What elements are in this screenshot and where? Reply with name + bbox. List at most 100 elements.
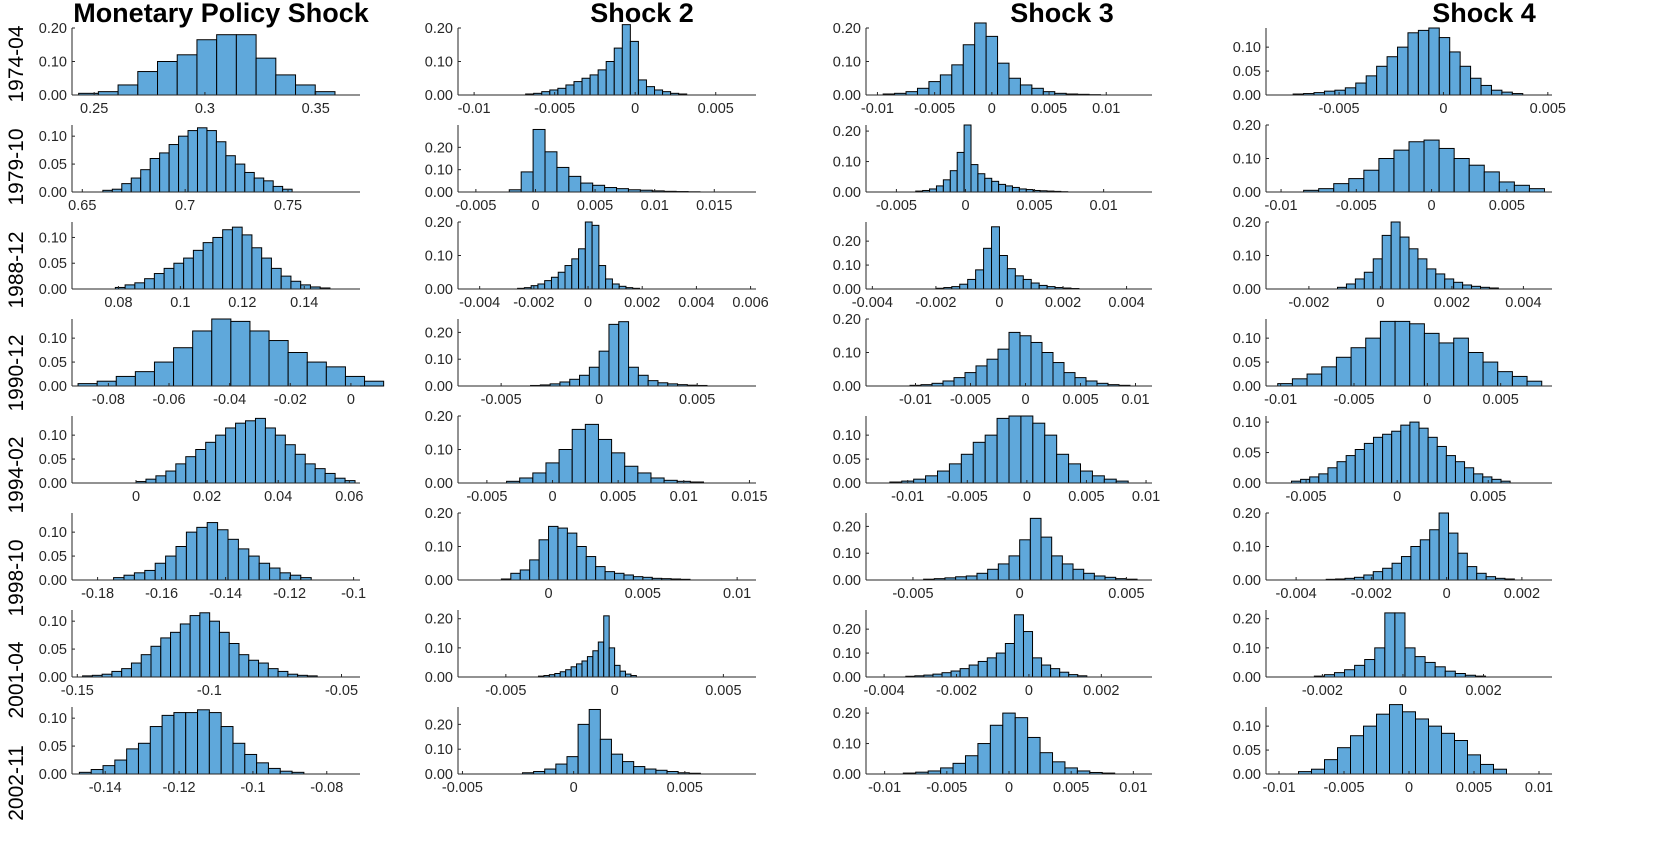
x-tick-label: -0.004 — [459, 295, 500, 311]
y-tick-label: 0.10 — [425, 55, 453, 71]
y-tick-label: 0.10 — [833, 55, 861, 71]
histogram-bar — [121, 183, 132, 193]
histogram-bar — [544, 280, 552, 290]
histogram-bar — [199, 612, 211, 678]
histogram-bar — [941, 672, 952, 678]
histogram-bar — [222, 229, 233, 290]
histogram-bar — [554, 673, 561, 678]
histogram-bar — [985, 35, 999, 96]
histogram-bar — [1041, 352, 1054, 387]
histogram-bar — [510, 572, 521, 581]
histogram-bar — [231, 226, 243, 290]
histogram-bar — [134, 371, 155, 387]
histogram-bar — [603, 615, 610, 678]
histogram-bar — [953, 377, 966, 387]
x-tick-label: 0.01 — [1525, 780, 1553, 796]
y-tick-label: 0.00 — [1233, 476, 1261, 492]
histogram-bar — [549, 89, 559, 96]
histogram-bar — [1408, 248, 1419, 290]
histogram-bar — [261, 257, 272, 290]
histogram-bar — [137, 71, 159, 96]
histogram-bar — [1382, 567, 1393, 581]
histogram-bar — [611, 452, 626, 484]
histogram-bar — [1404, 647, 1416, 678]
histogram-bar — [1390, 221, 1401, 290]
x-tick-label: -0.15 — [61, 683, 94, 699]
histogram-bar — [1031, 87, 1044, 96]
bars — [902, 712, 1116, 775]
histogram-bar — [1030, 282, 1040, 290]
histogram-bar — [134, 282, 146, 290]
histogram-bar — [228, 643, 240, 678]
row-label-1988-12: 1988-12 — [5, 231, 28, 308]
histogram-bar — [1418, 427, 1429, 484]
histogram-bar — [1085, 380, 1098, 387]
x-tick-label: -0.005 — [892, 586, 933, 602]
histogram-bar — [576, 663, 583, 678]
histogram-bar — [997, 62, 1010, 96]
histogram-bar — [251, 247, 263, 290]
y-tick-label: 0.20 — [1233, 215, 1261, 231]
y-tick-label: 0.20 — [833, 519, 861, 535]
bars — [1298, 704, 1507, 775]
histogram-bar — [1022, 631, 1034, 678]
histogram-bar — [254, 417, 266, 484]
histogram-bar — [608, 323, 620, 387]
histogram-bar — [968, 664, 979, 678]
x-tick-label: -0.12 — [273, 586, 306, 602]
x-tick-label: 0.005 — [705, 683, 741, 699]
histogram-bar — [579, 374, 590, 387]
histogram-bar — [287, 352, 308, 387]
histogram-bar — [1032, 422, 1046, 484]
x-tick-label: 0.005 — [1489, 198, 1525, 214]
y-tick-label: 0.00 — [833, 670, 861, 686]
histogram-bar — [537, 283, 546, 290]
x-tick-label: -0.01 — [891, 489, 924, 505]
histogram-bar — [611, 283, 620, 290]
histogram-bar — [519, 569, 531, 581]
y-tick-label: 0.10 — [425, 742, 453, 758]
x-tick-label: -0.005 — [1323, 780, 1364, 796]
histogram-bar — [1378, 158, 1395, 193]
y-tick-label: 0.00 — [425, 185, 453, 201]
histogram-bar — [1032, 657, 1043, 678]
histogram-bar — [925, 475, 939, 484]
histogram-bar — [149, 726, 163, 775]
x-tick-label: 0.004 — [1108, 295, 1144, 311]
histogram-bar — [1454, 461, 1466, 484]
y-tick-label: 0.10 — [1233, 415, 1261, 431]
column-title-shock-3: Shock 3 — [1010, 0, 1114, 28]
histogram-bar — [325, 366, 346, 387]
x-tick-label: 0.06 — [335, 489, 363, 505]
y-tick-label: 0.00 — [39, 476, 67, 492]
histogram-bar — [220, 726, 234, 775]
x-tick-label: 0.005 — [679, 392, 715, 408]
histogram-bar — [976, 572, 989, 581]
bars — [78, 34, 336, 96]
histogram-bar — [614, 664, 621, 678]
histogram-bar — [178, 135, 189, 193]
histogram-bar — [1061, 563, 1074, 581]
histogram-bar — [1428, 725, 1442, 775]
x-tick-label: 0.005 — [1053, 780, 1089, 796]
y-tick-label: 0.10 — [833, 258, 861, 274]
x-tick-label: 0.01 — [1119, 780, 1147, 796]
x-tick-label: -0.005 — [1286, 489, 1327, 505]
row-labels: 1974-04 1979-10 1988-12 1990-12 1994-02 … — [5, 25, 28, 821]
histogram-bar — [959, 283, 969, 290]
histogram-bar — [234, 163, 246, 193]
y-tick-label: 0.10 — [1233, 540, 1261, 556]
histogram-bar — [1093, 575, 1106, 581]
histogram-bar — [619, 670, 626, 678]
x-tick-label: -0.002 — [513, 295, 554, 311]
histogram-bar — [1409, 323, 1425, 387]
y-tick-label: 0.00 — [1233, 185, 1261, 201]
histogram-bar — [1409, 421, 1420, 484]
x-tick-label: -0.16 — [145, 586, 178, 602]
panel-1990-12-shock-4: 0.00 0.05 0.10 -0.01 -0.005 0 0.005 — [1233, 319, 1552, 408]
histogram-bar — [1389, 704, 1403, 775]
y-tick-label: 0.20 — [1233, 506, 1261, 522]
histogram-bar — [1350, 735, 1364, 775]
histogram-bar — [269, 567, 281, 581]
